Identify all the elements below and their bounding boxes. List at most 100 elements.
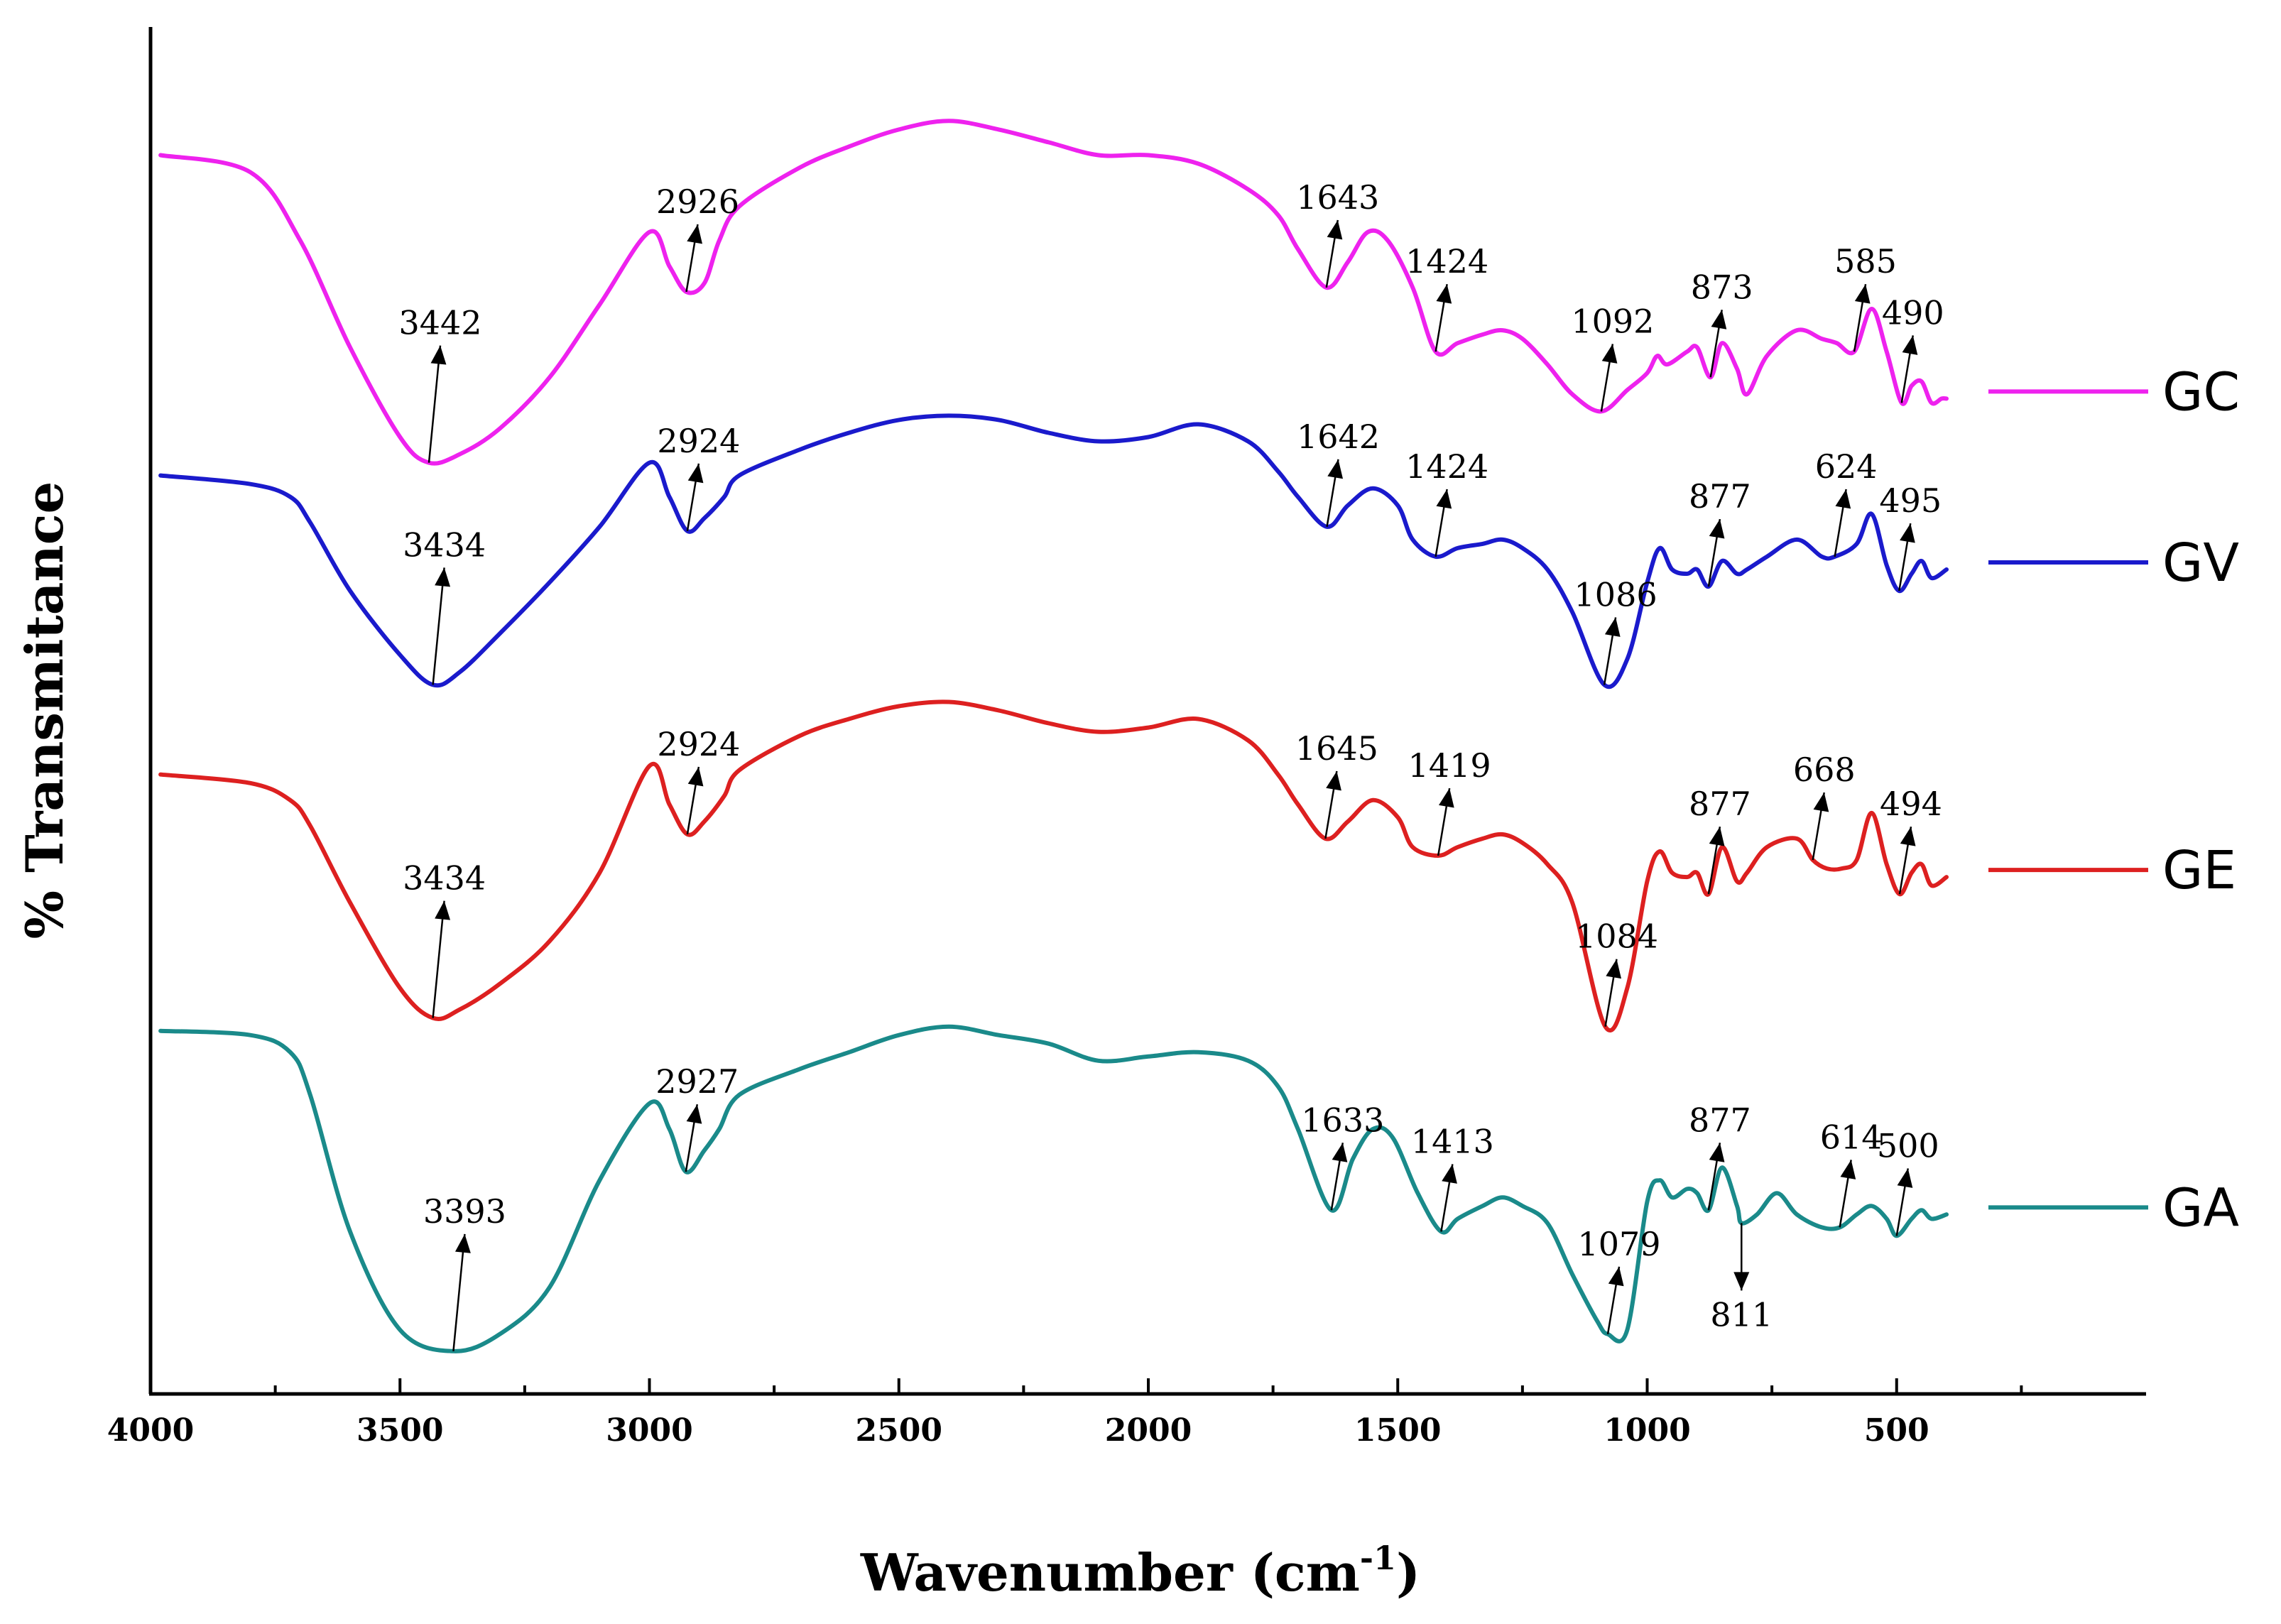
legend-label-ga: GA xyxy=(2162,1177,2239,1238)
peak-label: 2927 xyxy=(655,1062,739,1101)
x-axis-title: Wavenumber (cm-1) xyxy=(860,1539,1420,1603)
peak-arrowhead xyxy=(1332,1143,1348,1162)
peak-annotation: 3434 xyxy=(403,859,486,1018)
peak-label: 624 xyxy=(1815,447,1878,486)
peak-label: 3434 xyxy=(403,525,486,564)
peak-label: 811 xyxy=(1710,1295,1773,1334)
peak-label: 1092 xyxy=(1571,302,1654,340)
peak-arrowhead xyxy=(430,345,447,365)
peak-label: 3393 xyxy=(423,1192,506,1231)
legend-label-gc: GC xyxy=(2162,361,2240,423)
x-tick-label: 1000 xyxy=(1604,1412,1690,1449)
peak-arrowhead xyxy=(1709,827,1725,846)
peak-annotation: 1419 xyxy=(1408,746,1491,856)
peak-label: 1419 xyxy=(1408,746,1491,785)
peak-label: 1084 xyxy=(1575,917,1658,956)
peak-annotation: 877 xyxy=(1689,1101,1751,1211)
peak-arrow xyxy=(432,900,445,1018)
peak-arrowhead xyxy=(1813,792,1829,812)
peak-annotation: 811 xyxy=(1710,1223,1773,1334)
peak-annotation: 1633 xyxy=(1301,1101,1384,1211)
peak-annotation: 494 xyxy=(1880,785,1942,895)
peak-arrowhead xyxy=(687,224,703,244)
peak-label: 3434 xyxy=(403,859,486,898)
peak-label: 1079 xyxy=(1577,1225,1660,1263)
peak-arrowhead xyxy=(1326,770,1341,791)
peak-label: 614 xyxy=(1820,1118,1883,1156)
peak-annotation: 3434 xyxy=(403,525,486,685)
peak-arrowhead xyxy=(1436,284,1452,304)
peak-label: 1086 xyxy=(1574,575,1657,614)
peak-annotations: 3442 2926 1643 1424 1092 873 585 490 3434 2924 164… xyxy=(398,178,1944,1351)
x-tick-label: 3000 xyxy=(606,1412,692,1449)
peak-annotation: 1645 xyxy=(1295,729,1378,839)
peak-label: 500 xyxy=(1877,1126,1939,1165)
peak-arrowhead xyxy=(1327,219,1343,240)
y-axis-title: % Transmitance xyxy=(14,481,75,939)
x-tick-label: 2000 xyxy=(1105,1412,1192,1449)
peak-label: 494 xyxy=(1880,785,1942,823)
peak-annotation: 668 xyxy=(1793,751,1856,861)
peak-annotation: 1643 xyxy=(1296,178,1379,288)
legend-label-gv: GV xyxy=(2162,533,2239,594)
peak-arrowhead xyxy=(1442,1164,1457,1184)
peak-label: 1424 xyxy=(1405,447,1488,486)
peak-annotation: 877 xyxy=(1689,785,1751,895)
x-tick-label: 500 xyxy=(1864,1412,1929,1449)
peak-arrowhead xyxy=(435,567,451,587)
peak-arrowhead xyxy=(1608,1266,1624,1287)
peak-annotation: 1086 xyxy=(1574,575,1657,685)
peak-annotation: 585 xyxy=(1834,242,1897,352)
peak-arrow xyxy=(432,567,445,685)
peak-annotation: 1642 xyxy=(1297,418,1380,528)
peak-label: 1645 xyxy=(1295,729,1378,768)
peak-arrowhead xyxy=(687,766,704,787)
x-tick-label: 3500 xyxy=(356,1412,443,1449)
peak-arrowhead xyxy=(1900,523,1915,543)
peak-annotation: 3442 xyxy=(398,304,482,463)
peak-annotation: 2924 xyxy=(657,725,740,835)
x-axis-title-close: ) xyxy=(1396,1542,1420,1603)
x-axis-title-main: Wavenumber (cm xyxy=(860,1542,1360,1603)
peak-label: 877 xyxy=(1689,477,1751,516)
peak-label: 873 xyxy=(1691,268,1753,306)
peak-label: 877 xyxy=(1689,785,1751,823)
peak-annotation: 1079 xyxy=(1577,1225,1661,1334)
peak-annotation: 490 xyxy=(1882,293,1944,403)
peak-annotation: 873 xyxy=(1691,268,1753,378)
x-tick-label: 2500 xyxy=(856,1412,942,1449)
peak-annotation: 614 xyxy=(1820,1118,1883,1228)
peak-arrowhead xyxy=(687,463,704,484)
peak-annotation: 495 xyxy=(1879,481,1942,592)
peak-arrow xyxy=(452,1233,466,1351)
x-ticks: 4000 3500 3000 2500 2000 1500 1000 500 xyxy=(107,1378,2023,1449)
peak-label: 877 xyxy=(1689,1101,1751,1139)
series-line-gv xyxy=(158,413,1949,690)
peak-arrowhead xyxy=(1709,519,1725,539)
peak-annotation: 2927 xyxy=(655,1062,739,1172)
peak-arrowhead xyxy=(686,1104,702,1124)
peak-arrowhead xyxy=(1854,284,1871,304)
peak-label: 495 xyxy=(1879,481,1942,520)
peak-arrowhead xyxy=(1897,1168,1913,1188)
peak-arrowhead xyxy=(1900,827,1916,846)
peak-annotation: 1413 xyxy=(1411,1122,1494,1232)
peak-arrowhead xyxy=(1438,788,1454,808)
peak-annotation: 877 xyxy=(1689,477,1751,587)
peak-label: 1642 xyxy=(1297,418,1380,456)
peak-arrowhead xyxy=(1604,617,1621,637)
peak-arrowhead xyxy=(1902,335,1918,355)
peak-label: 490 xyxy=(1882,293,1944,332)
peak-label: 1424 xyxy=(1405,242,1488,280)
peak-annotation: 1424 xyxy=(1405,242,1488,352)
peak-arrowhead xyxy=(1711,310,1727,329)
peak-arrowhead xyxy=(454,1233,471,1253)
x-axis-title-superscript: -1 xyxy=(1360,1539,1396,1577)
peak-arrowhead xyxy=(1733,1272,1750,1291)
peak-label: 2926 xyxy=(656,182,739,221)
peak-annotation: 1092 xyxy=(1571,302,1654,412)
peak-arrowhead xyxy=(1840,1160,1856,1179)
peak-annotation: 500 xyxy=(1877,1126,1939,1236)
peak-annotation: 3393 xyxy=(423,1192,506,1351)
